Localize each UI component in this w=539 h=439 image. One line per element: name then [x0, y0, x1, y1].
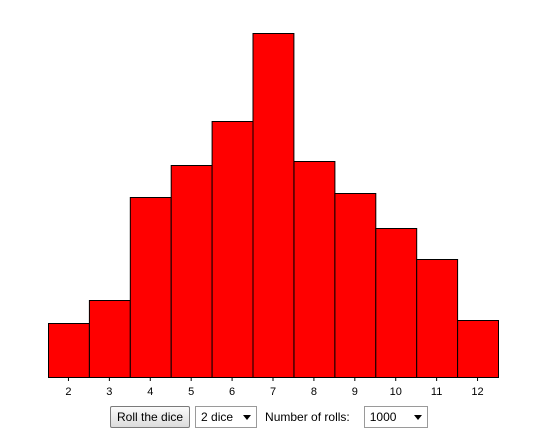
tick-label-4: 4 — [147, 386, 153, 398]
tick-label-3: 3 — [106, 386, 112, 398]
number-of-rolls-select[interactable]: 1000 — [363, 406, 428, 428]
dice-count-value: 2 dice — [201, 410, 234, 424]
bar-8 — [293, 161, 336, 378]
tick-label-5: 5 — [188, 386, 194, 398]
bar-11 — [416, 259, 459, 378]
dice-count-select[interactable]: 2 dice — [195, 406, 258, 428]
histogram-chart: 2 3 4 5 6 7 8 9 10 11 12 — [48, 33, 500, 398]
bar-9 — [334, 193, 377, 378]
tick-label-8: 8 — [311, 386, 317, 398]
number-of-rolls-label: Number of rolls: — [265, 410, 350, 424]
controls-bar: Roll the dice 2 dice Number of rolls: 10… — [110, 406, 428, 428]
tick-label-11: 11 — [431, 386, 442, 398]
roll-the-dice-button[interactable]: Roll the dice — [110, 406, 191, 428]
tick-label-12: 12 — [471, 386, 483, 398]
tick-label-9: 9 — [352, 386, 358, 398]
tick-label-2: 2 — [65, 386, 71, 398]
tick-label-10: 10 — [390, 386, 402, 398]
bar-6 — [211, 121, 254, 378]
chevron-down-icon — [413, 414, 422, 420]
bar-12 — [457, 320, 500, 378]
bar-5 — [170, 165, 213, 378]
bar-10 — [375, 228, 418, 378]
tick-label-6: 6 — [229, 386, 235, 398]
chevron-down-icon — [243, 414, 252, 420]
tick-label-7: 7 — [270, 386, 276, 398]
bar-3 — [88, 300, 131, 378]
number-of-rolls-value: 1000 — [369, 410, 397, 424]
bar-7 — [252, 33, 295, 378]
bar-2 — [48, 323, 90, 378]
bar-4 — [129, 197, 172, 378]
